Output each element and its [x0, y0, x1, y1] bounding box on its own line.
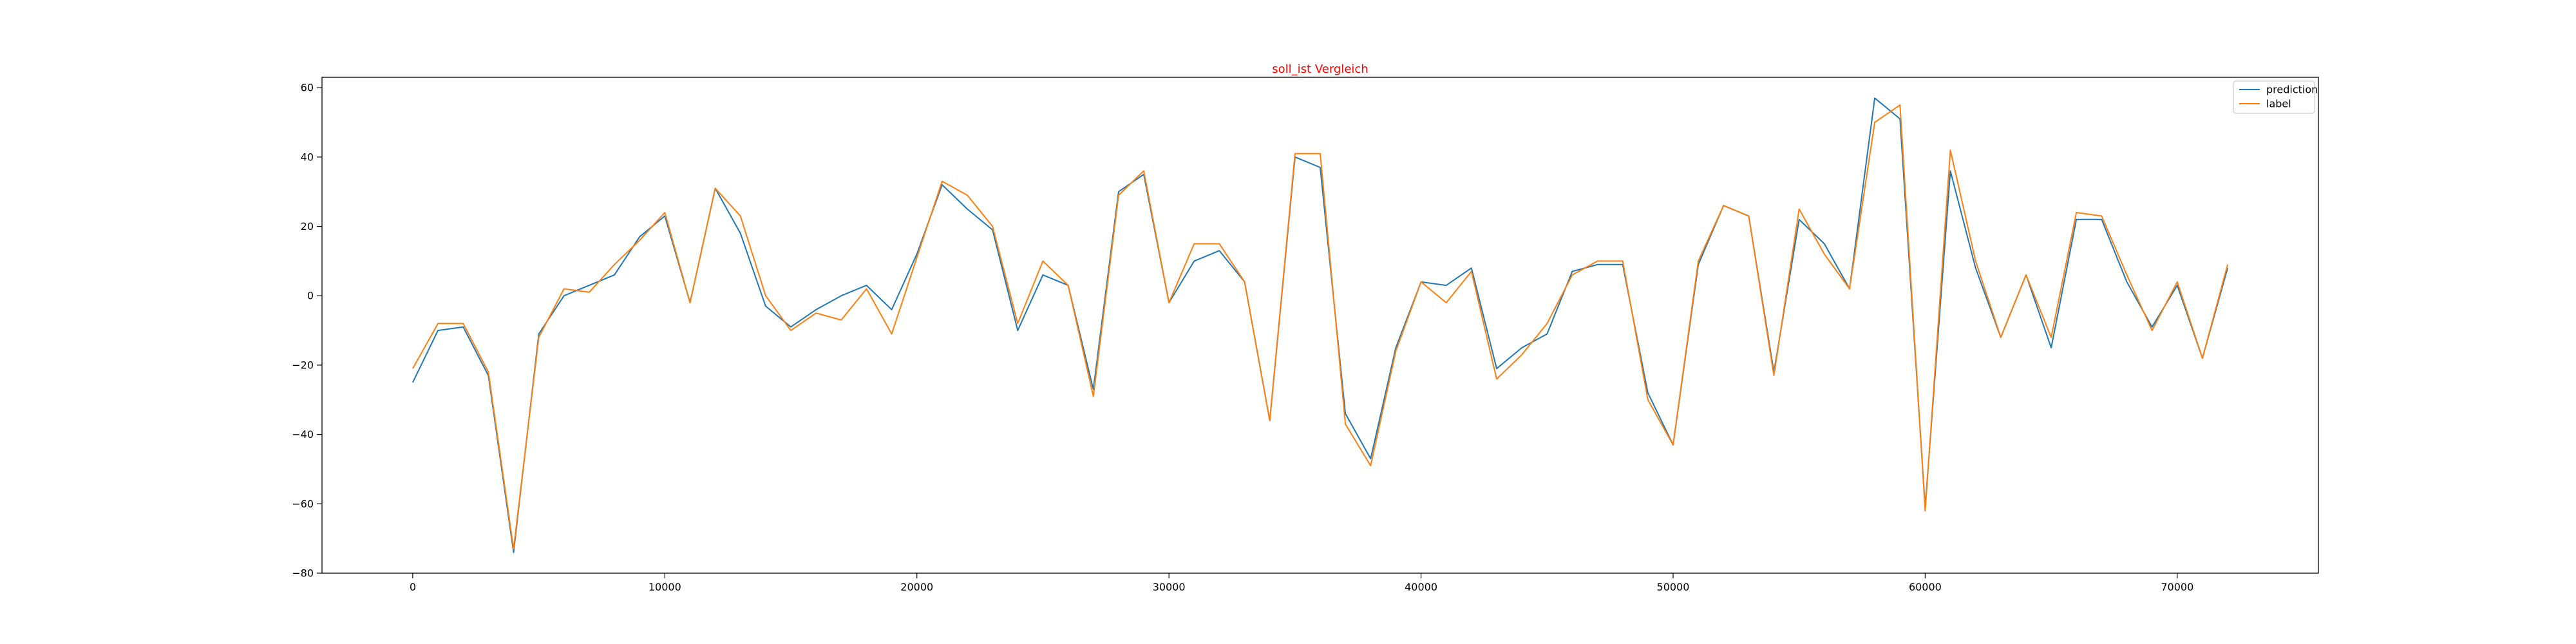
plot-frame: [321, 77, 2319, 574]
series-group: [412, 97, 2229, 553]
y-tick-label: −60: [292, 498, 314, 510]
y-tick-label: 40: [301, 151, 314, 163]
series-line-label: [412, 104, 2229, 550]
x-tick-label: 10000: [649, 581, 681, 593]
legend-label-prediction: prediction: [2266, 84, 2318, 96]
series-line-prediction: [412, 97, 2229, 553]
y-tick-label: 20: [301, 220, 314, 232]
x-tick-label: 40000: [1405, 581, 1437, 593]
y-tick-label: −80: [292, 567, 314, 580]
y-tick-label: −20: [292, 359, 314, 371]
y-tick-label: 0: [307, 290, 314, 302]
x-tick-label: 60000: [1909, 581, 1942, 593]
legend-label-label: label: [2266, 98, 2291, 110]
x-tick-label: 70000: [2161, 581, 2193, 593]
x-tick-label: 50000: [1657, 581, 1690, 593]
y-tick-label: −40: [292, 428, 314, 440]
x-tick-label: 0: [410, 581, 416, 593]
chart-title: soll_ist Vergleich: [1272, 62, 1368, 76]
x-tick-label: 30000: [1153, 581, 1186, 593]
y-axis: −80 −60 −40 −20 0 20 40 60: [292, 82, 322, 580]
x-axis: 0 10000 20000 30000 40000 50000 60000 70000: [410, 573, 2193, 593]
x-tick-label: 20000: [900, 581, 933, 593]
legend: prediction label: [2233, 80, 2318, 114]
y-tick-label: 60: [301, 82, 314, 94]
